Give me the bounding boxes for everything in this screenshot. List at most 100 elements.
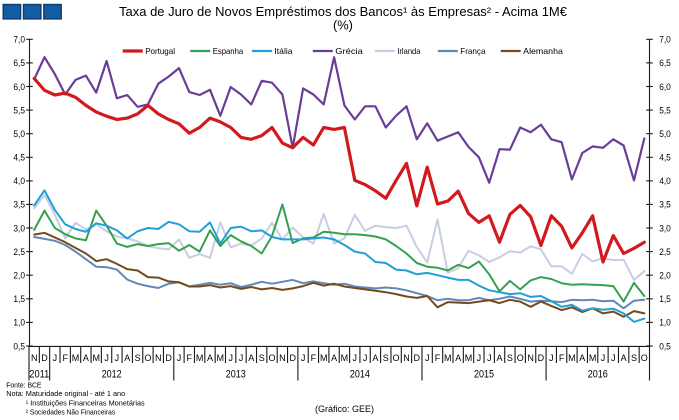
svg-text:3,5: 3,5 bbox=[659, 200, 671, 210]
svg-text:M: M bbox=[589, 353, 597, 363]
svg-text:J: J bbox=[425, 353, 430, 363]
svg-text:5,0: 5,0 bbox=[13, 129, 25, 139]
svg-text:A: A bbox=[207, 353, 213, 363]
svg-text:Taxa de Juro de Novos Emprésti: Taxa de Juro de Novos Empréstimos dos Ba… bbox=[119, 4, 567, 19]
svg-text:M: M bbox=[92, 353, 100, 363]
svg-text:A: A bbox=[496, 353, 502, 363]
svg-text:O: O bbox=[641, 353, 648, 363]
svg-text:3,0: 3,0 bbox=[659, 223, 671, 233]
svg-text:A: A bbox=[455, 353, 461, 363]
svg-text:N: N bbox=[527, 353, 534, 363]
svg-text:O: O bbox=[144, 353, 151, 363]
svg-text:N: N bbox=[31, 353, 38, 363]
svg-text:J: J bbox=[477, 353, 482, 363]
svg-text:F: F bbox=[187, 353, 193, 363]
svg-text:A: A bbox=[579, 353, 585, 363]
svg-text:M: M bbox=[320, 353, 328, 363]
svg-text:2,5: 2,5 bbox=[659, 247, 671, 257]
svg-text:S: S bbox=[631, 353, 637, 363]
svg-text:D: D bbox=[289, 353, 296, 363]
svg-text:2011: 2011 bbox=[29, 369, 49, 381]
svg-text:S: S bbox=[259, 353, 265, 363]
svg-text:2015: 2015 bbox=[474, 369, 494, 381]
svg-text:França: França bbox=[460, 46, 485, 56]
svg-text:S: S bbox=[383, 353, 389, 363]
svg-text:M: M bbox=[217, 353, 225, 363]
svg-text:Nota: Maturidade original - at: Nota: Maturidade original - até 1 ano bbox=[6, 389, 125, 398]
svg-text:J: J bbox=[104, 353, 109, 363]
svg-text:J: J bbox=[301, 353, 306, 363]
svg-text:1,5: 1,5 bbox=[13, 294, 25, 304]
svg-text:J: J bbox=[611, 353, 616, 363]
svg-text:6,5: 6,5 bbox=[659, 58, 671, 68]
svg-text:J: J bbox=[177, 353, 182, 363]
svg-text:S: S bbox=[135, 353, 141, 363]
svg-text:M: M bbox=[465, 353, 473, 363]
svg-text:(%): (%) bbox=[333, 17, 353, 32]
svg-text:0,5: 0,5 bbox=[13, 341, 25, 351]
svg-text:Portugal: Portugal bbox=[145, 46, 175, 56]
svg-text:J: J bbox=[601, 353, 606, 363]
svg-text:5,5: 5,5 bbox=[13, 105, 25, 115]
svg-text:M: M bbox=[444, 353, 452, 363]
svg-text:1,5: 1,5 bbox=[659, 294, 671, 304]
svg-text:D: D bbox=[41, 353, 48, 363]
svg-text:5,0: 5,0 bbox=[659, 129, 671, 139]
svg-text:Espanha: Espanha bbox=[213, 46, 244, 56]
svg-text:4,5: 4,5 bbox=[659, 153, 671, 163]
svg-text:Fonte: BCE: Fonte: BCE bbox=[6, 380, 41, 389]
svg-text:Alemanha: Alemanha bbox=[523, 46, 563, 56]
svg-text:6,0: 6,0 bbox=[13, 82, 25, 92]
svg-text:J: J bbox=[353, 353, 358, 363]
svg-text:7,0: 7,0 bbox=[13, 35, 25, 45]
svg-text:6,0: 6,0 bbox=[659, 82, 671, 92]
svg-text:J: J bbox=[115, 353, 120, 363]
svg-text:D: D bbox=[165, 353, 172, 363]
svg-text:J: J bbox=[487, 353, 492, 363]
svg-text:O: O bbox=[517, 353, 524, 363]
svg-text:4,0: 4,0 bbox=[659, 176, 671, 186]
svg-text:N: N bbox=[279, 353, 286, 363]
svg-text:F: F bbox=[62, 353, 68, 363]
svg-text:F: F bbox=[435, 353, 441, 363]
svg-text:4,0: 4,0 bbox=[13, 176, 25, 186]
svg-text:2013: 2013 bbox=[226, 369, 246, 381]
svg-text:2,0: 2,0 bbox=[659, 271, 671, 281]
svg-text:5,5: 5,5 bbox=[659, 105, 671, 115]
svg-text:M: M bbox=[341, 353, 349, 363]
svg-text:F: F bbox=[311, 353, 317, 363]
svg-text:N: N bbox=[403, 353, 410, 363]
svg-text:A: A bbox=[124, 353, 130, 363]
svg-text:¹ Instituições Financeiras Mon: ¹ Instituições Financeiras Monetárias bbox=[26, 398, 145, 407]
svg-text:2,5: 2,5 bbox=[13, 247, 25, 257]
svg-text:A: A bbox=[331, 353, 337, 363]
svg-text:3,0: 3,0 bbox=[13, 223, 25, 233]
svg-text:N: N bbox=[155, 353, 162, 363]
svg-text:2016: 2016 bbox=[588, 369, 608, 381]
svg-text:J: J bbox=[549, 353, 554, 363]
svg-text:J: J bbox=[228, 353, 233, 363]
svg-text:M: M bbox=[72, 353, 80, 363]
svg-text:A: A bbox=[372, 353, 378, 363]
svg-text:3,5: 3,5 bbox=[13, 200, 25, 210]
svg-text:J: J bbox=[363, 353, 368, 363]
svg-text:A: A bbox=[621, 353, 627, 363]
svg-text:Grécia: Grécia bbox=[335, 46, 363, 56]
svg-text:Itália: Itália bbox=[274, 46, 292, 56]
svg-text:Irlanda: Irlanda bbox=[397, 46, 420, 56]
svg-text:A: A bbox=[248, 353, 254, 363]
svg-text:1,0: 1,0 bbox=[659, 318, 671, 328]
svg-text:6,5: 6,5 bbox=[13, 58, 25, 68]
svg-text:A: A bbox=[83, 353, 89, 363]
svg-text:D: D bbox=[414, 353, 421, 363]
svg-text:D: D bbox=[538, 353, 545, 363]
svg-text:J: J bbox=[239, 353, 244, 363]
svg-text:2012: 2012 bbox=[102, 369, 122, 381]
svg-text:1,0: 1,0 bbox=[13, 318, 25, 328]
svg-text:0,5: 0,5 bbox=[659, 341, 671, 351]
svg-text:O: O bbox=[393, 353, 400, 363]
svg-text:S: S bbox=[507, 353, 513, 363]
svg-text:4,5: 4,5 bbox=[13, 153, 25, 163]
svg-text:O: O bbox=[268, 353, 275, 363]
svg-text:² Sociedades Não Financeiras: ² Sociedades Não Financeiras bbox=[26, 408, 116, 417]
